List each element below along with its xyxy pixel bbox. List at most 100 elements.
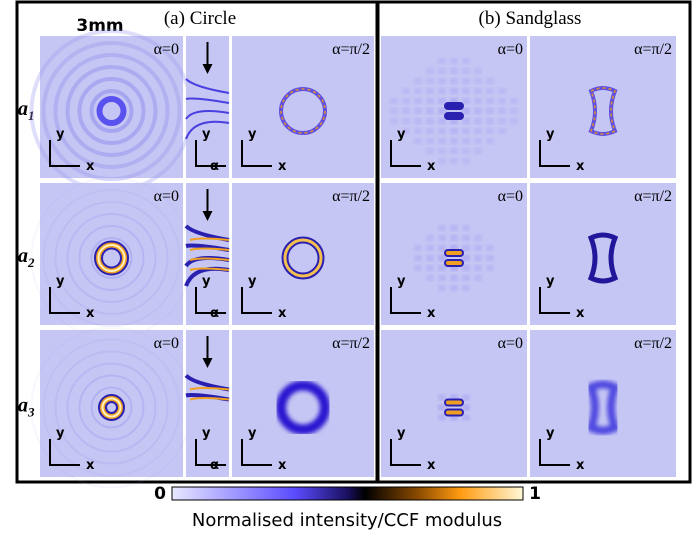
axis-label: y <box>248 274 257 289</box>
fringe <box>474 78 482 84</box>
fringe <box>462 108 470 114</box>
alpha-label: α=π/2 <box>332 41 370 58</box>
row-letter: a <box>18 245 28 267</box>
fringe <box>438 68 446 74</box>
fringe <box>474 118 482 124</box>
axis-label: x <box>427 458 436 473</box>
fringe <box>445 410 463 416</box>
fringe <box>498 128 506 134</box>
axis-label: y <box>56 127 65 142</box>
alpha-label: α=0 <box>154 335 179 352</box>
alpha-label: α=0 <box>498 188 523 205</box>
axis-label: α <box>210 458 219 473</box>
fringe <box>486 138 494 144</box>
fringe <box>414 98 422 104</box>
axis-label: x <box>278 306 287 321</box>
fringe <box>474 68 482 74</box>
fringe <box>450 148 458 154</box>
fringe <box>486 265 494 271</box>
fringe <box>390 98 398 104</box>
fringe <box>390 108 398 114</box>
fringe <box>462 98 470 104</box>
fringe <box>426 148 434 154</box>
axis-label: x <box>576 159 585 174</box>
fringe <box>474 148 482 154</box>
fringe <box>438 58 446 64</box>
fringe <box>414 138 422 144</box>
fringe <box>474 108 482 114</box>
alpha-label: α=π/2 <box>634 335 672 352</box>
fringe <box>450 58 458 64</box>
fringe <box>438 138 446 144</box>
fringe <box>486 88 494 94</box>
fringe <box>450 78 458 84</box>
fringe <box>445 400 463 406</box>
axis-label: x <box>86 306 95 321</box>
axis-label: y <box>202 426 211 441</box>
fringe <box>445 260 463 266</box>
fringe <box>450 158 458 164</box>
fringe <box>414 108 422 114</box>
fringe <box>426 265 434 271</box>
fringe <box>438 98 446 104</box>
colorbar-label: Normalised intensity/CCF modulus <box>192 510 502 531</box>
alpha-label: α=π/2 <box>332 335 370 352</box>
fringe <box>474 88 482 94</box>
fringe <box>462 88 470 94</box>
fringe <box>450 225 458 231</box>
fringe <box>426 235 434 241</box>
fringe <box>438 245 446 251</box>
fringe <box>414 255 422 261</box>
fringe <box>414 245 422 251</box>
axis-label: α <box>210 159 219 174</box>
panel-title: (b) Sandglass <box>479 8 582 29</box>
fringe <box>462 285 470 291</box>
panels: a1α=0yxyαα=π/2yxα=0yxα=π/2yxa2α=0yxyαα=π… <box>18 31 676 488</box>
fringe <box>426 245 434 251</box>
fringe <box>462 415 470 421</box>
alpha-label: α=0 <box>154 41 179 58</box>
fringe <box>498 88 506 94</box>
fringe <box>414 118 422 124</box>
panel-title: (a) Circle <box>164 8 236 29</box>
fringe <box>510 98 518 104</box>
fringe <box>462 118 470 124</box>
fringe <box>426 255 434 261</box>
axis-label: y <box>202 274 211 289</box>
fringe <box>474 255 482 261</box>
alpha-label: α=0 <box>498 41 523 58</box>
fringe <box>462 78 470 84</box>
fringe <box>498 108 506 114</box>
fringe <box>486 108 494 114</box>
fringe <box>462 405 470 411</box>
fringe <box>462 255 470 261</box>
image-panel <box>530 330 676 477</box>
axis-label: y <box>546 426 555 441</box>
fringe <box>438 285 446 291</box>
fringe <box>474 128 482 134</box>
fringe <box>402 98 410 104</box>
fringe <box>450 275 458 281</box>
fringe <box>462 58 470 64</box>
fringe <box>438 405 446 411</box>
fringe <box>450 138 458 144</box>
fringe <box>462 245 470 251</box>
axis-label: y <box>248 426 257 441</box>
axis-label: x <box>86 159 95 174</box>
fringe <box>426 88 434 94</box>
fringe <box>390 118 398 124</box>
alpha-label: α=0 <box>154 188 179 205</box>
alpha-label: α=π/2 <box>634 188 672 205</box>
axis-label: y <box>546 127 555 142</box>
alpha-label: α=π/2 <box>332 188 370 205</box>
fringe <box>486 98 494 104</box>
fringe <box>445 250 463 256</box>
fringe <box>486 128 494 134</box>
fringe <box>462 138 470 144</box>
fringe <box>438 235 446 241</box>
fringe <box>426 98 434 104</box>
fringe <box>450 128 458 134</box>
fringe <box>414 88 422 94</box>
fringe <box>438 88 446 94</box>
fringe <box>402 88 410 94</box>
